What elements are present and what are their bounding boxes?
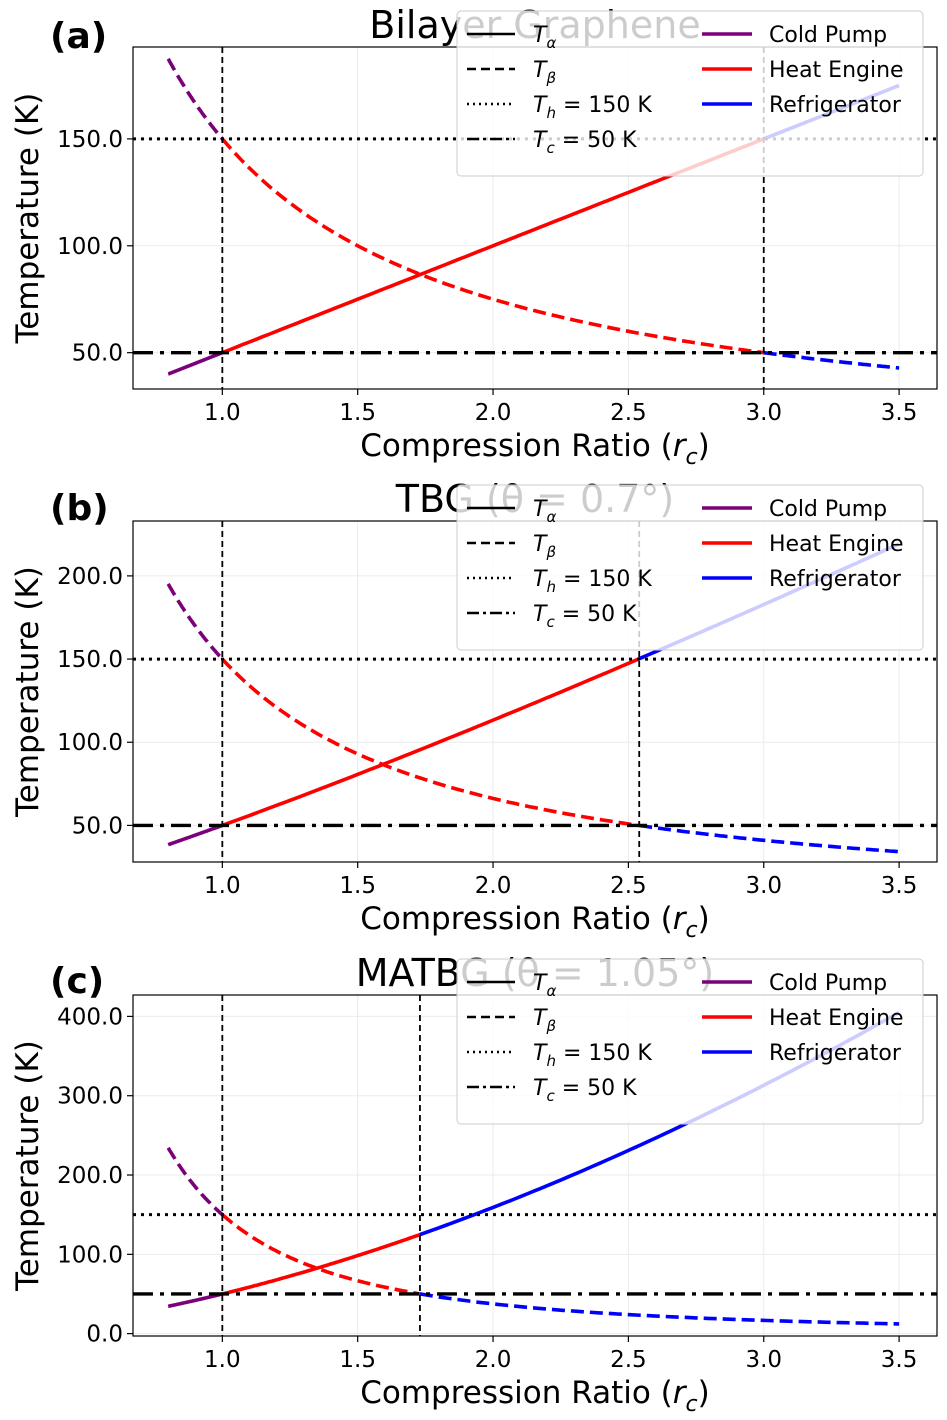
t-beta-heat-engine-segment <box>221 1213 421 1296</box>
legend-entry-label: TβT_β <box>533 58 556 87</box>
legend-entry-label: TβT_β <box>533 1006 556 1035</box>
x-tick-label: 1.0 <box>204 400 241 426</box>
legend-entry-label: Tc = 50 KT_c = 50 K <box>533 128 637 157</box>
x-tick-label: 1.5 <box>339 873 376 899</box>
panel-label: (a) <box>50 16 107 57</box>
x-tick-label: 1.5 <box>339 400 376 426</box>
t-beta-cold-pump-segment <box>166 582 224 661</box>
legend-regime-label: Heat Engine <box>769 532 904 557</box>
legend-box <box>456 10 924 177</box>
legend-box <box>456 484 924 651</box>
legend-entry-label: Th = 150 KT_h = 150 K <box>533 1041 652 1070</box>
x-tick-label: 2.0 <box>475 1347 512 1373</box>
panel-label: (b) <box>50 488 109 529</box>
x-tick-label: 3.0 <box>745 400 782 426</box>
y-tick-label: 400.0 <box>57 1004 123 1030</box>
x-tick-label: 2.0 <box>475 400 512 426</box>
y-axis-label: Temperature (K) <box>10 566 46 818</box>
t-beta-refrigerator-segment <box>419 1292 900 1326</box>
legend-entry-label: TαT_α <box>533 23 556 52</box>
legend: TαT_α TβT_β Th = 150 KT_h = 150 K Tc = 50 K… <box>456 484 924 651</box>
y-tick-label: 50.0 <box>72 813 123 839</box>
y-tick-label: 200.0 <box>57 564 123 590</box>
t-beta-cold-pump-segment <box>166 1146 224 1216</box>
y-tick-label: 100.0 <box>57 1242 123 1268</box>
t-alpha-heat-engine-segment <box>221 657 640 828</box>
legend-entry-label: Tc = 50 KT_c = 50 K <box>533 602 637 631</box>
legend-entry-label: Th = 150 KT_h = 150 K <box>533 567 652 596</box>
t-alpha-cold-pump-segment <box>167 350 223 376</box>
legend-box <box>456 958 924 1125</box>
x-axis-label: Compression Ratio (rc)Compression Ratio … <box>360 428 710 470</box>
x-tick-label: 3.0 <box>745 1347 782 1373</box>
legend-entry-label: Th = 150 KT_h = 150 K <box>533 93 652 122</box>
panel-c: 1.0 1.5 2.0 2.5 3.0 3.5 0.0 100.0 200.0 300.0 400.… <box>10 951 938 1417</box>
x-tick-label: 3.5 <box>881 400 918 426</box>
t-beta-heat-engine-segment <box>220 657 640 828</box>
x-tick-label: 2.5 <box>610 1347 647 1373</box>
x-tick-label: 3.5 <box>881 873 918 899</box>
legend-entry-label: TαT_α <box>533 497 556 526</box>
legend-entry-label: Tc = 50 KT_c = 50 K <box>533 1076 637 1105</box>
x-tick-label: 2.5 <box>610 873 647 899</box>
t-beta-heat-engine-segment <box>220 137 764 355</box>
panel-a: 1.0 1.5 2.0 2.5 3.0 3.550.0100.0150.0Bilayer … <box>10 3 938 470</box>
t-alpha-cold-pump-segment <box>167 823 224 847</box>
t-beta-cold-pump-segment <box>166 57 224 140</box>
legend-regime-label: Cold Pump <box>769 23 887 48</box>
x-tick-label: 2.0 <box>475 873 512 899</box>
x-axis-label: Compression Ratio (rc)Compression Ratio … <box>360 1375 710 1417</box>
x-axis-label: Compression Ratio (rc)Compression Ratio … <box>360 901 710 943</box>
y-tick-label: 50.0 <box>72 341 123 367</box>
x-tick-label: 3.5 <box>881 1347 918 1373</box>
panel-label: (c) <box>50 961 104 1002</box>
legend: TαT_α TβT_β Th = 150 KT_h = 150 K Tc = 50 K… <box>456 10 924 177</box>
legend-entry-label: TβT_β <box>533 532 556 561</box>
x-tick-label: 1.0 <box>204 873 241 899</box>
y-axis-label: Temperature (K) <box>10 1040 46 1292</box>
t-alpha-cold-pump-segment <box>167 1292 223 1309</box>
legend-regime-label: Refrigerator <box>769 567 902 592</box>
legend-regime-label: Cold Pump <box>769 971 887 996</box>
t-beta-refrigerator-segment <box>763 350 900 370</box>
legend-regime-label: Refrigerator <box>769 93 902 118</box>
y-tick-label: 300.0 <box>57 1084 123 1110</box>
x-tick-label: 1.0 <box>204 1347 241 1373</box>
legend-regime-label: Heat Engine <box>769 58 904 83</box>
legend-regime-label: Refrigerator <box>769 1041 902 1066</box>
y-tick-label: 150.0 <box>57 127 123 153</box>
curves <box>166 1010 900 1326</box>
t-alpha-heat-engine-segment <box>221 1232 421 1296</box>
y-tick-label: 150.0 <box>57 647 123 673</box>
legend-regime-label: Cold Pump <box>769 497 887 522</box>
y-axis-label: Temperature (K) <box>10 93 46 345</box>
panel-b: 1.0 1.5 2.0 2.5 3.0 3.550.0100.0150.0200.0TBG… <box>10 477 938 943</box>
x-tick-label: 1.5 <box>339 1347 376 1373</box>
y-tick-label: 100.0 <box>57 730 123 756</box>
t-beta-refrigerator-segment <box>638 823 900 854</box>
x-tick-label: 2.5 <box>610 400 647 426</box>
y-tick-label: 0.0 <box>86 1322 123 1348</box>
y-tick-label: 100.0 <box>57 234 123 260</box>
legend-regime-label: Heat Engine <box>769 1006 904 1031</box>
x-tick-label: 3.0 <box>745 873 782 899</box>
y-tick-label: 200.0 <box>57 1163 123 1189</box>
legend-entry-label: TαT_α <box>533 971 556 1000</box>
legend: TαT_α TβT_β Th = 150 KT_h = 150 K Tc = 50 K… <box>456 958 924 1125</box>
